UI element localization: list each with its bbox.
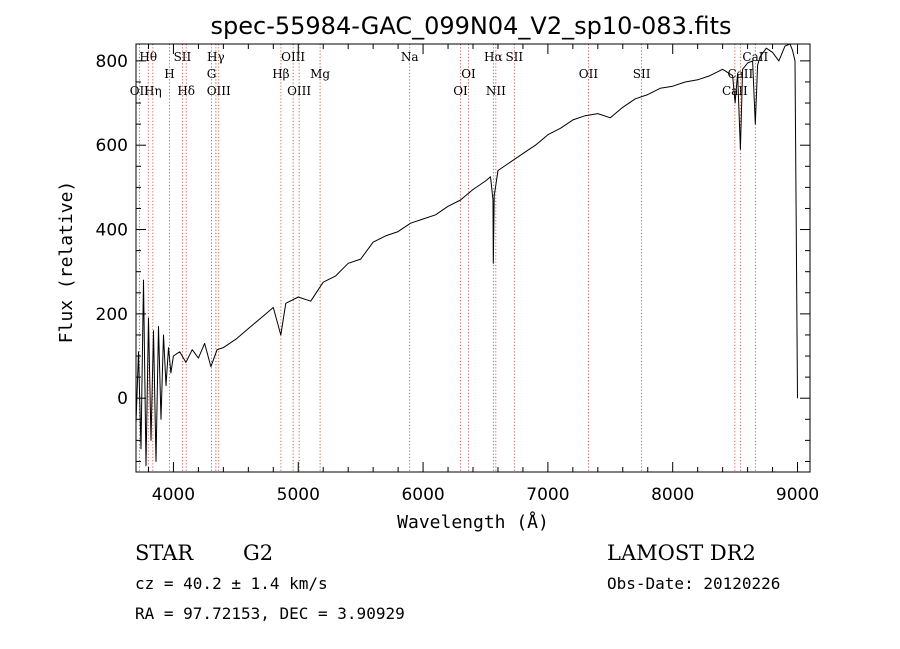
line-label-15: OI xyxy=(453,84,468,98)
line-label-21: CaII xyxy=(722,84,748,98)
line-label-2: Hη xyxy=(144,84,162,98)
x-tick-label-4000: 4000 xyxy=(152,485,195,505)
spectral-lines: HθOIIHηHSIIHδHγGOIIIOIIIHβOIIIMgNaOIOIHα… xyxy=(130,44,768,472)
object-class: STAR xyxy=(135,541,194,565)
line-label-1: OII xyxy=(130,84,150,98)
plot-frame xyxy=(135,43,811,473)
line-label-14: OI xyxy=(461,67,476,81)
y-axis-label: Flux (relative) xyxy=(56,181,77,344)
redshift-cz: cz = 40.2 ± 1.4 km/s xyxy=(135,574,328,593)
line-label-9: OIII xyxy=(281,50,305,64)
object-subclass: G2 xyxy=(243,541,273,565)
x-tick-label-8000: 8000 xyxy=(651,485,694,505)
survey-name: LAMOST DR2 xyxy=(607,541,756,565)
x-tick-label-5000: 5000 xyxy=(277,485,320,505)
spectrum-series-0 xyxy=(135,43,798,467)
y-tick-label-200: 200 xyxy=(96,305,128,325)
obs-date: Obs-Date: 20120226 xyxy=(607,574,780,593)
line-label-16: Hα xyxy=(484,50,503,64)
line-label-4: SII xyxy=(174,50,192,64)
x-axis: 4000 5000 6000 7000 8000 9000 xyxy=(147,44,819,505)
line-label-3: H xyxy=(164,67,174,81)
line-label-17: SII xyxy=(505,50,523,64)
x-tick-label-9000: 9000 xyxy=(776,485,819,505)
y-tick-label-0: 0 xyxy=(117,389,128,409)
line-label-0: Hθ xyxy=(139,50,157,64)
y-tick-label-800: 800 xyxy=(96,52,128,72)
line-label-19: OII xyxy=(579,67,599,81)
y-axis: 0 200 400 600 800 xyxy=(96,52,810,462)
y-tick-label-600: 600 xyxy=(96,136,128,156)
line-label-12: Mg xyxy=(310,67,330,81)
line-label-11: OIII xyxy=(287,84,311,98)
line-label-7: G xyxy=(207,67,217,81)
line-label-23: CaII xyxy=(742,50,768,64)
coordinates: RA = 97.72153, DEC = 3.90929 xyxy=(135,604,405,623)
line-label-18: NII xyxy=(486,84,506,98)
line-label-22: CaII xyxy=(727,67,753,81)
line-label-20: SII xyxy=(633,67,651,81)
line-label-10: Hβ xyxy=(272,67,289,81)
line-label-6: Hγ xyxy=(207,50,225,64)
y-tick-label-400: 400 xyxy=(96,221,128,241)
line-label-5: Hδ xyxy=(177,84,195,98)
line-label-13: Na xyxy=(401,50,419,64)
x-tick-label-7000: 7000 xyxy=(526,485,569,505)
series-layer xyxy=(135,43,798,467)
line-label-8: OIII xyxy=(207,84,231,98)
x-tick-label-6000: 6000 xyxy=(401,485,444,505)
chart-title: spec-55984-GAC_099N04_V2_sp10-083.fits xyxy=(211,12,732,40)
x-axis-label: Wavelength (Å) xyxy=(397,511,549,533)
